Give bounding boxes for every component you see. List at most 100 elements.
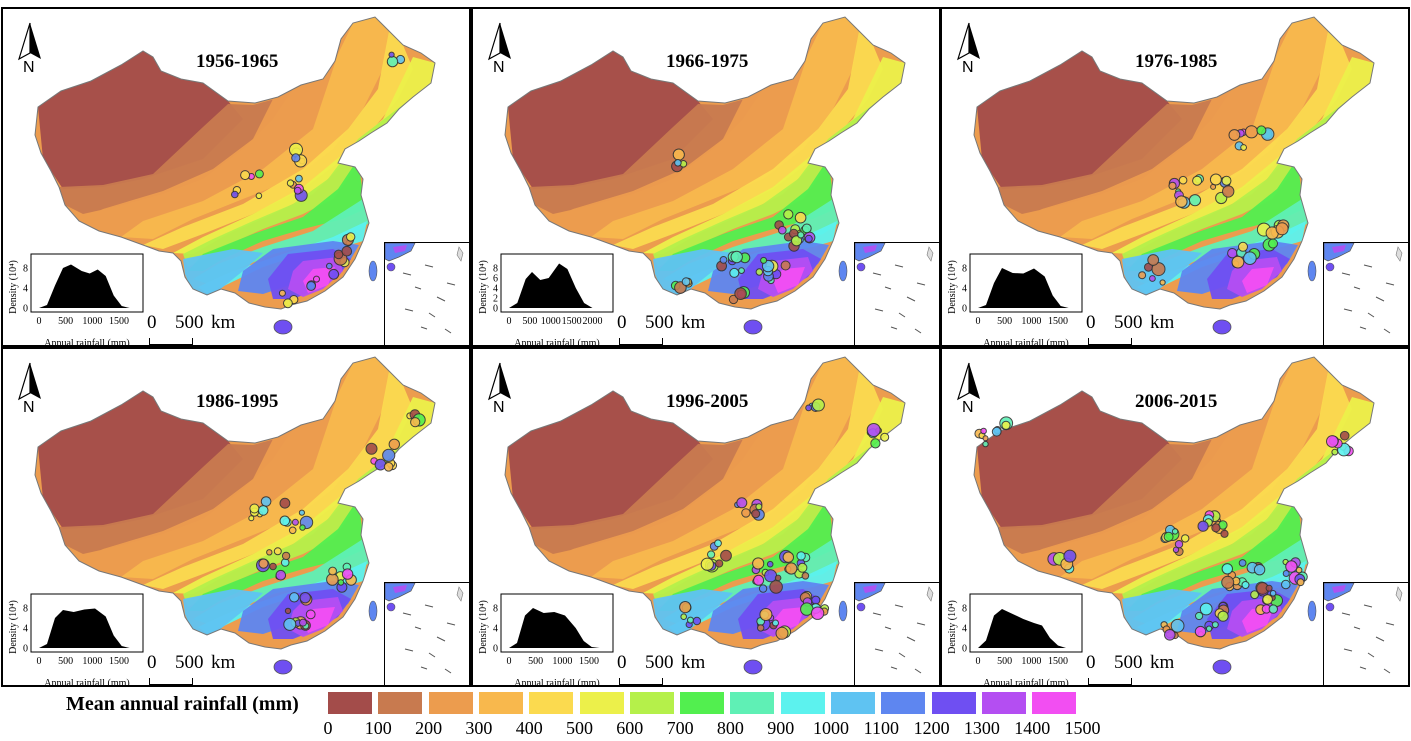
rainfall-band <box>1127 159 1304 271</box>
map-panel-1996-2005: 1996-2005 N 0 4 8 0 500 1000 1500 Annual rainfall… <box>471 347 941 687</box>
rainfall-band <box>643 397 905 594</box>
y-tick-label: 0 <box>23 644 28 655</box>
station-marker <box>1331 448 1339 456</box>
x-tick-label: 0 <box>37 656 42 667</box>
taiwan-island <box>838 260 848 282</box>
nine-dash-line-segment <box>1359 666 1367 670</box>
nine-dash-line-segment <box>428 312 436 318</box>
station-marker <box>1240 144 1248 151</box>
density-curve <box>39 264 130 308</box>
nine-dash-line-segment <box>1375 636 1385 642</box>
rainfall-band <box>549 61 813 229</box>
nine-dash-line-segment <box>414 626 422 630</box>
scale-bar: 0 500 km <box>617 312 723 345</box>
nine-dash-line-segment <box>1353 626 1361 630</box>
station-marker <box>719 256 728 264</box>
station-marker <box>254 169 264 179</box>
legend-tick-label: 400 <box>515 718 543 738</box>
map-panel-1976-1985: 1976-1985 N 0 4 8 0 500 1000 1500 Annual rainfall… <box>940 7 1410 347</box>
station-marker <box>772 619 779 627</box>
taiwan-island <box>368 260 378 282</box>
scale-line <box>149 678 193 685</box>
y-axis-label: Density (10⁴) <box>8 260 19 314</box>
station-marker <box>388 51 395 58</box>
station-marker <box>1268 604 1278 614</box>
station-marker <box>734 287 747 301</box>
station-marker <box>1172 546 1180 554</box>
station-marker <box>1256 125 1267 136</box>
x-axis-label: Annual rainfall (mm) <box>514 338 600 347</box>
scale-unit: km <box>681 652 706 673</box>
station-marker <box>1296 578 1305 587</box>
taiwan-island <box>838 600 848 622</box>
legend-tick-label: 800 <box>716 718 744 738</box>
legend-tick-label: 1200 <box>913 718 950 738</box>
scale-value: 500 <box>1114 652 1143 673</box>
nine-dash-line-segment <box>872 272 882 276</box>
rainfall-band <box>1018 401 1282 569</box>
scale-value: 500 <box>645 312 674 333</box>
station-marker <box>313 275 320 283</box>
rainfall-band <box>653 437 883 607</box>
rainfall-band <box>658 159 835 271</box>
station-marker <box>1275 222 1289 236</box>
legend-tick-label: 500 <box>566 718 593 738</box>
station-marker <box>1220 529 1229 538</box>
station-marker <box>1269 590 1277 597</box>
x-tick-label: 0 <box>976 656 981 667</box>
legend-tick-label: 1300 <box>963 718 1000 738</box>
station-marker <box>796 551 806 561</box>
rainfall-band <box>183 97 413 267</box>
station-marker <box>758 584 768 593</box>
station-marker <box>260 496 272 507</box>
station-marker <box>681 277 691 287</box>
station-marker <box>1211 621 1219 629</box>
legend-swatch <box>428 692 473 714</box>
station-marker <box>759 608 773 621</box>
x-tick-label: 0 <box>37 316 42 327</box>
station-marker <box>811 398 825 412</box>
y-tick-label: 4 <box>493 624 498 635</box>
rainfall-map <box>34 356 436 675</box>
nine-dash-line-segment <box>906 636 916 642</box>
rainfall-band <box>998 429 1232 554</box>
nine-dash-line-segment <box>898 312 906 318</box>
density-chart: 0 4 8 0 500 1000 1500 Annual rainfall (mm) Densi… <box>946 252 1086 345</box>
taiwan-island <box>368 600 378 622</box>
station-marker <box>386 55 399 68</box>
rainfall-band <box>643 57 905 254</box>
station-marker <box>1138 271 1147 280</box>
station-marker <box>1265 584 1273 592</box>
south-china-sea-inset <box>1323 582 1408 685</box>
rainfall-band <box>121 17 389 239</box>
legend-tick-label: 1100 <box>863 718 899 738</box>
nine-dash-line-segment <box>874 308 884 312</box>
density-chart: 0 4 8 0 500 1000 1500 Annual rainfall (mm) Densi… <box>7 592 147 685</box>
rainfall-band <box>1018 61 1282 229</box>
station-marker <box>283 617 297 631</box>
rainfall-band <box>1122 437 1352 607</box>
station-marker <box>811 595 821 605</box>
rainfall-band <box>188 159 365 271</box>
y-tick-label: 8 <box>962 604 967 615</box>
nine-dash-line-segment <box>424 604 434 608</box>
nine-dash-line-segment <box>1385 282 1395 286</box>
density-chart: 0 4 8 0 500 1000 1500 Annual rainfall (mm) Densi… <box>477 592 617 685</box>
station-marker <box>1268 238 1278 249</box>
y-tick-label: 4 <box>962 624 967 635</box>
south-china-sea-inset <box>854 582 939 685</box>
station-marker <box>257 505 269 516</box>
station-marker <box>1217 610 1229 622</box>
x-tick-label: 1000 <box>552 656 572 667</box>
station-marker <box>738 267 745 275</box>
y-axis-label: Density (10⁴) <box>947 260 958 314</box>
nine-dash-line-segment <box>906 296 916 302</box>
station-marker <box>720 549 732 562</box>
station-marker <box>273 547 282 556</box>
station-marker <box>1149 275 1156 282</box>
density-chart: 0 2 4 6 8 0 500 1000 1500 2000 Annual rainfall (mm… <box>477 252 617 347</box>
station-marker <box>785 562 798 575</box>
legend-tick-label: 900 <box>767 718 795 738</box>
scale-value: 500 <box>645 652 674 673</box>
north-label: N <box>23 399 35 416</box>
